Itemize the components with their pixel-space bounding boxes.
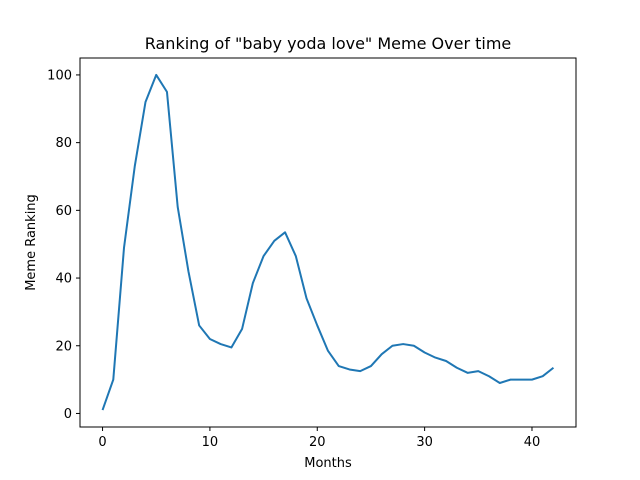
plot-area <box>101 73 555 411</box>
x-tick-label: 10 <box>202 435 219 450</box>
series-line-0 <box>101 73 555 411</box>
y-tick-label: 60 <box>55 204 72 219</box>
x-tick-label: 0 <box>98 435 106 450</box>
y-tick-label: 0 <box>64 407 72 422</box>
plot-frame <box>79 57 577 428</box>
x-tick-label: 40 <box>524 435 541 450</box>
y-tick-label: 80 <box>55 136 72 151</box>
y-tick-label: 40 <box>55 272 72 287</box>
chart-title: Ranking of "baby yoda love" Meme Over ti… <box>145 34 512 53</box>
y-axis: 0 20 40 60 80 100 <box>47 68 80 422</box>
y-tick-label: 20 <box>55 339 72 354</box>
y-tick-label: 100 <box>47 68 72 83</box>
y-axis-label: Meme Ranking <box>24 194 39 291</box>
x-tick-label: 30 <box>416 435 433 450</box>
x-axis: 0 10 20 30 40 <box>98 427 540 450</box>
x-tick-label: 20 <box>309 435 326 450</box>
x-axis-label: Months <box>304 456 352 471</box>
